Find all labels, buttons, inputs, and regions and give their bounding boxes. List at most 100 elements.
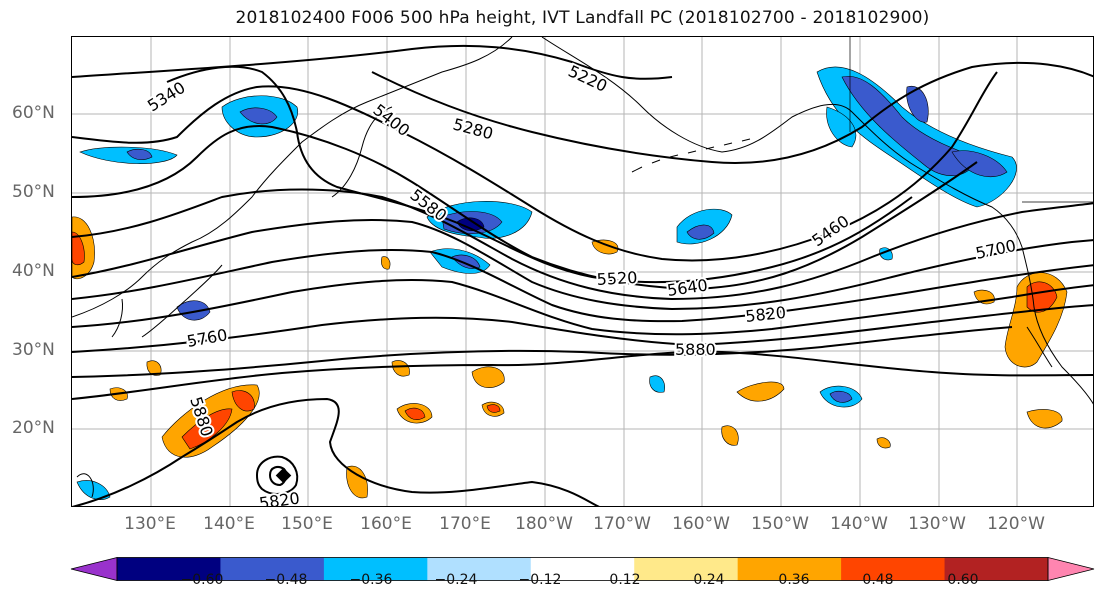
aleutian-islands — [631, 138, 751, 173]
contour-label: 5520 — [596, 268, 638, 289]
colorbar-segment — [944, 557, 1049, 581]
contour-5220 — [72, 44, 673, 80]
contour-label: 5220 — [565, 61, 610, 95]
coastlines — [72, 37, 1093, 498]
ivt-blob — [876, 437, 891, 449]
coastline-kamchatka — [331, 106, 393, 198]
lon-label: 170°E — [439, 514, 491, 534]
map-frame: 5340 5220 5400 5280 5580 5460 5700 5520 … — [71, 36, 1094, 507]
lat-label: 40°N — [12, 261, 55, 281]
coastline-asia — [72, 37, 513, 318]
colorbar-segment — [117, 557, 221, 581]
coastline-na-west — [1021, 246, 1093, 405]
lon-label: 150°E — [281, 514, 333, 534]
colorbar-segment — [530, 557, 635, 581]
colorbar-tick-label: 0.60 — [947, 572, 979, 588]
lon-label: 160°W — [672, 514, 730, 534]
contour-label: 5700 — [974, 236, 1018, 263]
colorbar — [70, 556, 1095, 582]
colorbar-tick-label: 0.24 — [693, 572, 725, 588]
lon-label: 140°W — [830, 514, 888, 534]
ivt-blob — [381, 256, 391, 270]
ivt-blob — [181, 408, 233, 450]
colorbar-segment — [841, 557, 946, 581]
colorbar-outline — [116, 557, 1049, 581]
ivt-blob — [126, 148, 153, 161]
lat-label: 60°N — [12, 103, 55, 123]
contour-label: 5760 — [185, 325, 228, 351]
ivt-blob — [591, 239, 619, 255]
ivt-blob — [404, 407, 426, 420]
political-borders — [849, 37, 1093, 203]
contour-5880 — [72, 350, 1093, 400]
colorbar-segments — [70, 556, 1095, 582]
ivt-blob — [346, 465, 368, 499]
colorbar-segment — [427, 557, 532, 581]
ivt-blob — [649, 375, 665, 393]
ivt-blob — [231, 390, 255, 412]
ivt-blob — [829, 390, 853, 403]
colorbar-segment — [737, 557, 842, 581]
ivt-blob — [391, 360, 410, 377]
ivt-blob — [239, 107, 278, 125]
colorbar-segment — [323, 557, 428, 581]
contour-5400 — [72, 71, 998, 262]
contour-5340 — [166, 65, 913, 284]
lon-label: 140°E — [203, 514, 255, 534]
ivt-blob — [146, 360, 162, 376]
colorbar-tick-label: 0.48 — [862, 572, 894, 588]
colorbar-extension-high — [1047, 556, 1095, 582]
ivt-blob — [471, 366, 505, 389]
colorbar-extension-low — [70, 556, 118, 582]
gridlines — [72, 37, 1093, 506]
contour-5460 — [72, 125, 978, 291]
contour-5700 — [72, 279, 1093, 336]
contour-5820-north — [72, 326, 1013, 378]
coastline-korea — [111, 298, 123, 338]
height-contours — [72, 44, 1093, 506]
colorbar-tick-label: 0.12 — [609, 572, 641, 588]
contour-5280 — [371, 61, 1093, 164]
lon-label: 120°W — [987, 514, 1045, 534]
contour-5580 — [72, 219, 1093, 311]
ivt-negative-shading — [76, 66, 1017, 500]
ivt-blob — [826, 106, 857, 148]
contour-label: 5880 — [675, 340, 716, 359]
coastline-philippines — [76, 473, 94, 498]
contour-5760 — [72, 304, 1093, 353]
ivt-blob — [721, 425, 739, 446]
lon-label: 160°E — [360, 514, 412, 534]
colorbar-tick-label: −0.60 — [180, 572, 224, 588]
colorbar-tick-label: −0.48 — [264, 572, 308, 588]
ivt-blob — [736, 381, 785, 402]
contour-5880-south — [72, 397, 600, 506]
contour-label: 5460 — [808, 211, 852, 250]
contour-5640 — [72, 249, 1093, 323]
colorbar-segment — [220, 557, 325, 581]
lat-label: 50°N — [12, 182, 55, 202]
colorbar-tick-label: −0.24 — [434, 572, 478, 588]
contour-5520 — [72, 188, 1093, 301]
lat-label: 20°N — [12, 418, 55, 438]
figure-title: 2018102400 F006 500 hPa height, IVT Land… — [235, 8, 930, 28]
lon-label: 170°W — [593, 514, 651, 534]
contour-low-outer — [255, 455, 299, 495]
lat-label: 30°N — [12, 340, 55, 360]
lon-label: 130°W — [908, 514, 966, 534]
colorbar-segment — [634, 557, 739, 581]
ivt-blob — [79, 146, 178, 164]
colorbar-tick-label: −0.12 — [518, 572, 562, 588]
lon-label: 180°W — [515, 514, 573, 534]
map-svg: 5340 5220 5400 5280 5580 5460 5700 5520 … — [72, 37, 1093, 506]
lon-label: 150°W — [751, 514, 809, 534]
colorbar-tick-label: −0.36 — [349, 572, 393, 588]
lon-label: 130°E — [124, 514, 176, 534]
colorbar-tick-label: 0.36 — [778, 572, 810, 588]
coastline-alaska — [541, 37, 1023, 248]
coastline-baja — [1026, 326, 1053, 368]
ivt-blob — [1026, 409, 1063, 429]
ivt-blob — [486, 404, 501, 413]
ivt-blob — [686, 224, 715, 240]
low-center-marker — [275, 467, 292, 484]
ivt-positive-shading — [72, 216, 1068, 499]
